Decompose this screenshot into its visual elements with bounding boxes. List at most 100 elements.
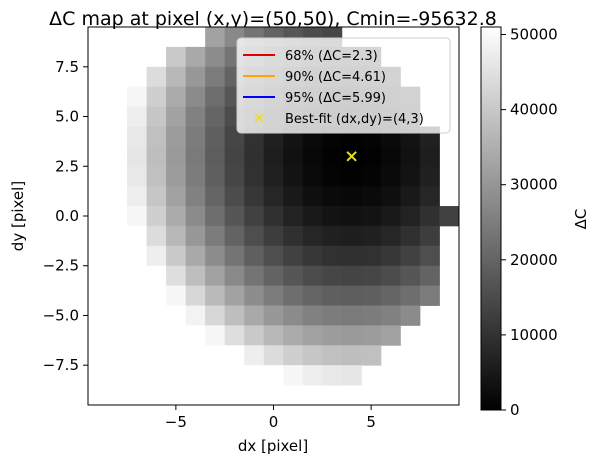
heatmap-cell [185, 46, 206, 68]
heatmap-cell [166, 206, 187, 227]
heatmap-cell [341, 325, 362, 346]
heatmap-cell [341, 186, 362, 207]
heatmap-cell [224, 245, 245, 267]
heatmap-cell [244, 285, 265, 306]
heatmap-cell [283, 206, 304, 227]
heatmap-cell [361, 206, 382, 227]
heatmap-cell [361, 265, 382, 287]
heatmap-cell [283, 365, 304, 386]
heatmap-cell [185, 146, 206, 167]
heatmap-cell [361, 225, 382, 247]
heatmap-cell [322, 325, 343, 346]
heatmap-cell [341, 365, 362, 386]
heatmap-cell [419, 245, 440, 267]
heatmap-cell [322, 186, 343, 207]
heatmap-cell [361, 285, 382, 306]
heatmap-cell [341, 206, 362, 227]
x-axis-label: dx [pixel] [238, 437, 308, 455]
heatmap-cell [244, 245, 265, 267]
heatmap-cell [127, 126, 147, 147]
heatmap-cell [205, 146, 226, 167]
heatmap-cell [322, 146, 343, 167]
heatmap-cell [361, 325, 382, 346]
heatmap-cell [341, 225, 362, 247]
heatmap-cell [361, 166, 382, 187]
heatmap-cell [380, 285, 401, 306]
heatmap-cell [283, 225, 304, 247]
colorbar-label: ΔC [572, 209, 590, 230]
heatmap-cell [146, 86, 167, 107]
heatmap-cell [185, 166, 206, 187]
heatmap-cell [224, 225, 245, 247]
heatmap-cell [185, 186, 206, 207]
heatmap-cell [146, 186, 167, 207]
heatmap-cell [400, 166, 421, 187]
heatmap-cell [185, 305, 206, 326]
heatmap-cell [185, 325, 206, 346]
heatmap-cell [263, 206, 284, 227]
legend: 68% (ΔC=2.3) 90% (ΔC=4.61) 95% (ΔC=5.99) Be… [236, 37, 451, 134]
heatmap-cell [302, 285, 323, 306]
heatmap-cell [341, 265, 362, 287]
heatmap-cell [400, 245, 421, 267]
heatmap-cell [322, 265, 343, 287]
heatmap-cell [185, 126, 206, 147]
heatmap-cell [244, 305, 265, 326]
heatmap-cell [166, 285, 187, 306]
heatmap-cell [302, 265, 323, 287]
heatmap-cell [146, 245, 167, 267]
heatmap-cell [205, 206, 226, 227]
heatmap-cell [127, 86, 147, 107]
heatmap-cell [283, 166, 304, 187]
heatmap-cell [361, 245, 382, 267]
heatmap-cell [341, 245, 362, 267]
heatmap-cell [419, 285, 440, 306]
y-tick-label: 5.0 [55, 108, 79, 126]
heatmap-cell [205, 86, 226, 107]
heatmap-cell [205, 365, 226, 386]
heatmap-cell [263, 345, 284, 366]
heatmap-cell [263, 305, 284, 326]
heatmap-cell [224, 365, 245, 386]
colorbar-tick-label: 30000 [510, 176, 558, 194]
heatmap-cell [166, 245, 187, 267]
legend-label: 68% (ΔC=2.3) [285, 49, 378, 64]
heatmap-cell [419, 206, 440, 227]
heatmap-cell [283, 345, 304, 366]
heatmap-cell [205, 305, 226, 326]
heatmap-cell [302, 345, 323, 366]
heatmap-cell [400, 225, 421, 247]
heatmap-cell [127, 186, 147, 207]
heatmap-cell [283, 265, 304, 287]
heatmap-cell [146, 305, 167, 326]
heatmap-cell [283, 305, 304, 326]
heatmap-cell [244, 146, 265, 167]
heatmap-cell [263, 265, 284, 287]
heatmap-cell [263, 365, 284, 386]
heatmap-cell [380, 206, 401, 227]
heatmap-cell [380, 265, 401, 287]
heatmap-cell [244, 206, 265, 227]
heatmap-cell [380, 325, 401, 346]
heatmap-cell [341, 305, 362, 326]
y-tick-label: 2.5 [55, 157, 79, 175]
heatmap-cell [185, 106, 206, 127]
heatmap-cell [127, 305, 147, 326]
heatmap-cell [224, 166, 245, 187]
heatmap-cell [146, 206, 167, 227]
heatmap-cell [244, 166, 265, 187]
heatmap-cell [205, 345, 226, 366]
heatmap-cell [322, 206, 343, 227]
heatmap-cell [205, 265, 226, 287]
heatmap-cell [166, 305, 187, 326]
heatmap-cell [419, 146, 440, 167]
heatmap-cell [302, 146, 323, 167]
heatmap-cell [322, 225, 343, 247]
heatmap-cell [88, 206, 108, 227]
x-tick-label: −5 [165, 413, 187, 431]
heatmap-cell [127, 245, 147, 267]
x-tick-label: 0 [269, 413, 279, 431]
colorbar-tick-label: 40000 [510, 101, 558, 119]
heatmap-cell [439, 206, 460, 227]
